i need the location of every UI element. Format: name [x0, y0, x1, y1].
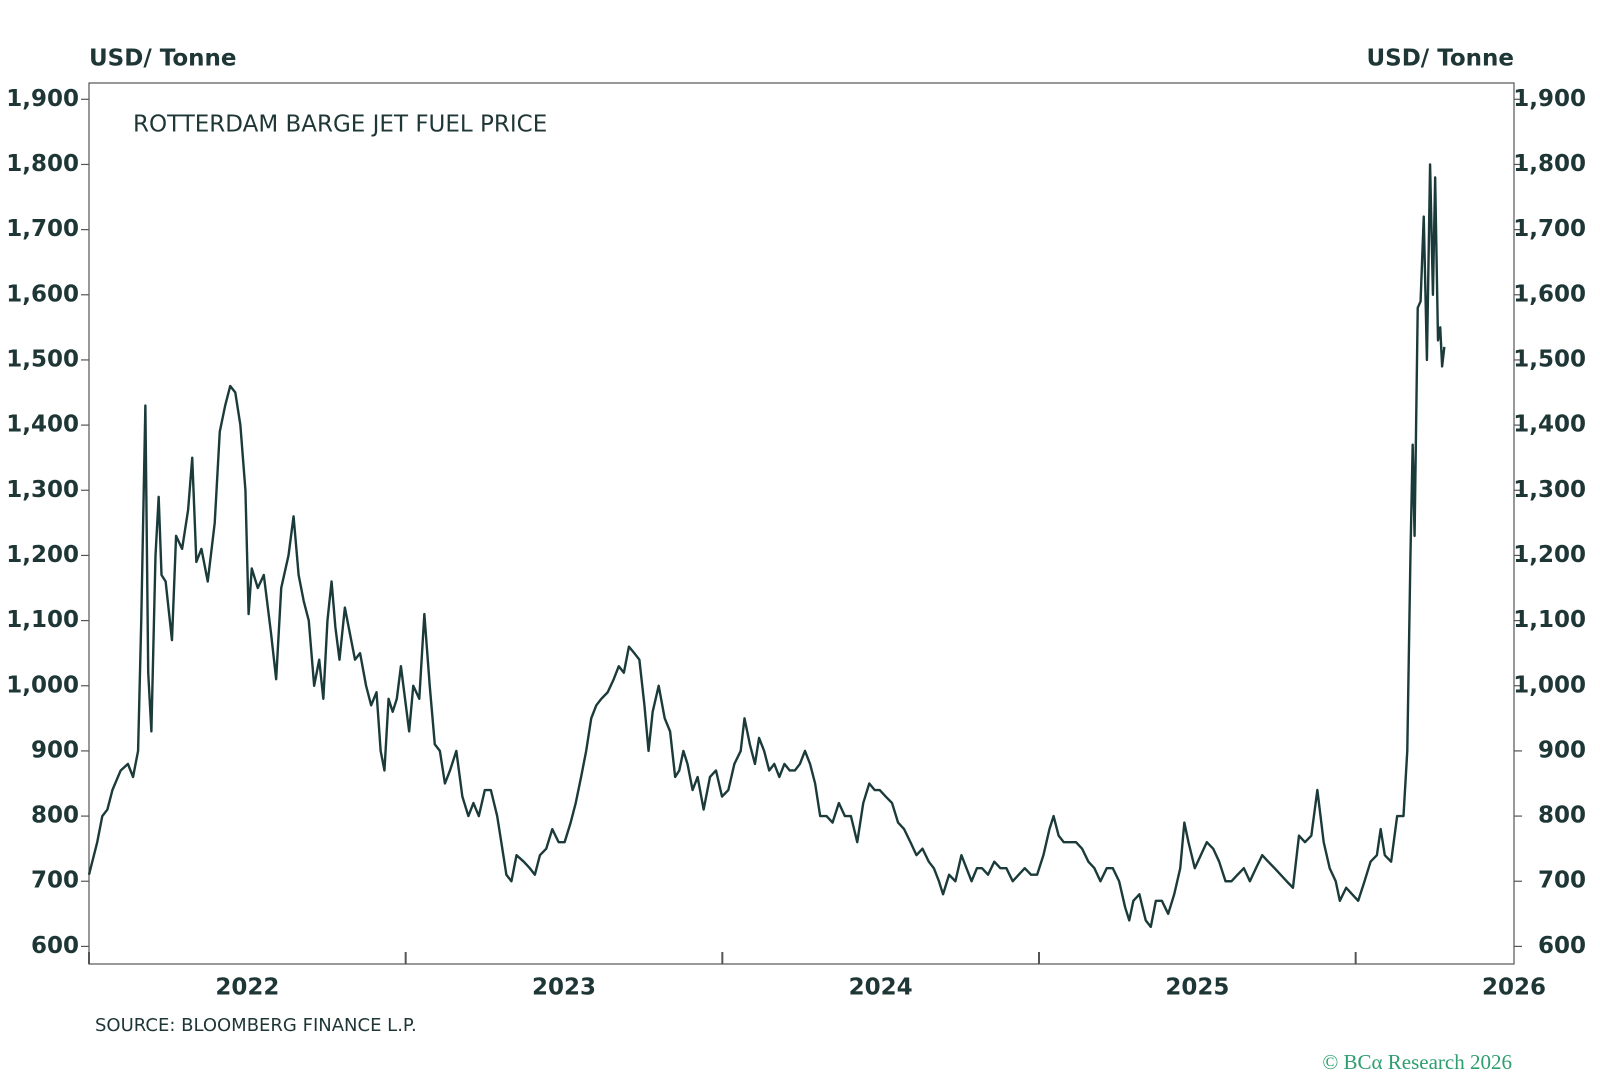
y2-tick-label: 700 — [1538, 868, 1586, 894]
y2-tick-label: 1,600 — [1513, 281, 1586, 307]
y-tick-label: 1,500 — [6, 346, 79, 372]
y2-tick-label: 800 — [1538, 803, 1586, 829]
y-tick-label: 1,400 — [6, 412, 79, 438]
x-tick-label: 2023 — [532, 975, 596, 1001]
y2-tick-label: 1,900 — [1513, 86, 1586, 112]
x-tick-label: 2024 — [849, 975, 913, 1001]
y2-tick-label: 900 — [1538, 737, 1586, 763]
y-tick-label: 1,100 — [6, 607, 79, 633]
y-tick-label: 800 — [31, 803, 79, 829]
y2-tick-label: 600 — [1538, 933, 1586, 959]
x-tick-label: 2026 — [1482, 975, 1546, 1001]
y2-axis-label: USD/ Tonne — [1366, 46, 1514, 72]
y-tick-label: 1,600 — [6, 281, 79, 307]
y-tick-label: 1,200 — [6, 542, 79, 568]
y-tick-label: 600 — [31, 933, 79, 959]
y-tick-label: 1,300 — [6, 477, 79, 503]
y2-tick-label: 1,500 — [1513, 346, 1586, 372]
y2-tick-label: 1,200 — [1513, 542, 1586, 568]
y2-tick-label: 1,000 — [1513, 672, 1586, 698]
plot-frame — [88, 82, 1515, 965]
y-tick-label: 1,700 — [6, 216, 79, 242]
credit: © BCα Research 2026 — [1322, 1050, 1512, 1074]
y2-tick-label: 1,800 — [1513, 151, 1586, 177]
y2-tick-label: 1,100 — [1513, 607, 1586, 633]
y-tick-label: 900 — [31, 737, 79, 763]
price-line — [87, 163, 1446, 929]
y-tick-label: 1,000 — [6, 672, 79, 698]
source: SOURCE: BLOOMBERG FINANCE L.P. — [95, 1015, 417, 1036]
x-tick-label: 2025 — [1165, 975, 1229, 1001]
y2-tick-label: 1,700 — [1513, 216, 1586, 242]
y-axis-label: USD/ Tonne — [89, 46, 237, 72]
y-tick-label: 700 — [31, 868, 79, 894]
y-tick-label: 1,900 — [6, 86, 79, 112]
chart-title: ROTTERDAM BARGE JET FUEL PRICE — [133, 112, 547, 138]
y2-tick-label: 1,300 — [1513, 477, 1586, 503]
y2-tick-label: 1,400 — [1513, 412, 1586, 438]
x-tick-label: 2022 — [215, 975, 279, 1001]
y-tick-label: 1,800 — [6, 151, 79, 177]
